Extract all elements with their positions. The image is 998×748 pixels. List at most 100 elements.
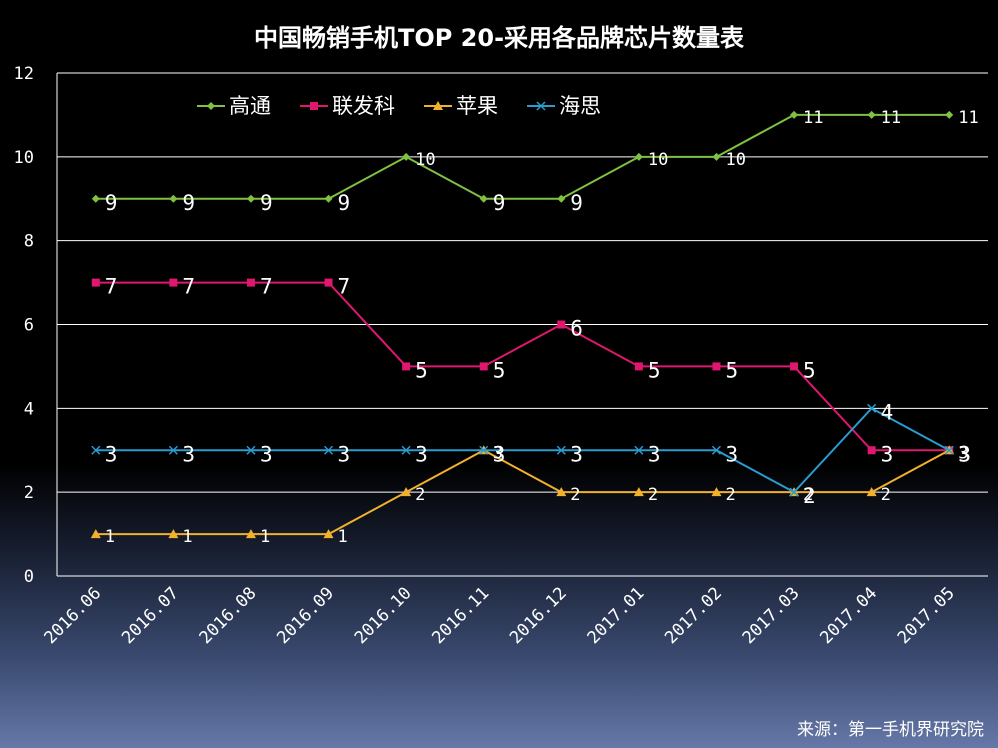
data-label: 9	[260, 191, 273, 215]
data-label: 11	[881, 108, 901, 128]
data-point	[945, 110, 954, 119]
data-label: 3	[415, 442, 428, 466]
data-label: 2	[415, 485, 425, 505]
y-tick-label: 2	[24, 483, 34, 503]
data-label: 7	[338, 275, 351, 299]
data-point	[246, 445, 256, 455]
data-label: 3	[493, 442, 506, 466]
data-point	[310, 102, 318, 110]
data-label: 9	[105, 191, 118, 215]
data-label: 3	[958, 443, 968, 463]
data-point	[712, 152, 721, 161]
data-label: 3	[648, 442, 661, 466]
data-label: 2	[803, 485, 813, 505]
data-label: 3	[493, 443, 503, 463]
data-point	[168, 445, 178, 455]
legend-item: 苹果	[424, 94, 498, 118]
data-point	[479, 362, 488, 371]
x-tick-label: 2017.05	[894, 583, 959, 648]
legend-item: 高通	[197, 94, 271, 118]
data-point	[245, 529, 256, 539]
series-line	[95, 407, 950, 494]
legend-label: 海思	[559, 94, 601, 118]
data-label: 2	[725, 485, 735, 505]
data-label: 3	[338, 442, 351, 466]
y-tick-label: 12	[14, 64, 34, 84]
data-point	[711, 445, 721, 455]
y-tick-label: 8	[24, 232, 34, 252]
data-point	[207, 102, 215, 110]
legend-item: 海思	[527, 94, 601, 118]
legend-label: 苹果	[456, 94, 498, 118]
chart-title: 中国畅销手机TOP 20-采用各品牌芯片数量表	[254, 24, 745, 52]
data-point	[401, 445, 411, 455]
data-label: 10	[415, 150, 435, 170]
legend-item: 联发科	[300, 94, 395, 118]
data-label: 6	[570, 317, 583, 341]
data-point	[401, 487, 412, 497]
data-point	[944, 445, 954, 455]
data-point	[556, 445, 566, 455]
data-label: 1	[260, 527, 270, 547]
data-point	[479, 194, 488, 203]
data-point	[867, 403, 877, 413]
data-label: 9	[493, 191, 506, 215]
data-label: 1	[105, 527, 115, 547]
data-point	[867, 446, 876, 455]
data-point	[634, 152, 643, 161]
data-label: 2	[803, 484, 816, 508]
x-tick-label: 2017.04	[816, 583, 881, 648]
data-point	[634, 362, 643, 371]
data-point	[479, 445, 489, 455]
data-label: 3	[958, 442, 971, 466]
data-label: 5	[493, 358, 506, 382]
data-label: 2	[881, 485, 891, 505]
data-label: 9	[570, 191, 583, 215]
data-point	[91, 278, 100, 287]
data-point	[633, 487, 644, 497]
data-point	[169, 194, 178, 203]
data-label: 3	[260, 442, 273, 466]
data-label: 3	[105, 442, 118, 466]
data-label: 11	[803, 108, 823, 128]
data-point	[168, 529, 179, 539]
data-point	[556, 487, 567, 497]
legend-label: 高通	[229, 94, 271, 118]
data-point	[324, 445, 334, 455]
x-tick-label: 2016.10	[351, 583, 416, 648]
data-label: 3	[725, 442, 738, 466]
data-label: 2	[648, 485, 658, 505]
data-point	[402, 152, 411, 161]
data-label: 1	[338, 527, 348, 547]
data-label: 5	[648, 358, 661, 382]
series-1	[91, 110, 954, 203]
data-point	[402, 362, 411, 371]
data-label: 9	[338, 191, 351, 215]
y-tick-label: 10	[14, 148, 34, 168]
data-label: 10	[725, 150, 745, 170]
data-label: 9	[182, 191, 195, 215]
series-line	[95, 113, 950, 200]
x-tick-label: 2017.01	[584, 583, 649, 648]
data-point	[789, 487, 799, 497]
data-label: 3	[881, 442, 894, 466]
data-point	[246, 194, 255, 203]
data-point	[433, 101, 443, 110]
data-label: 3	[570, 442, 583, 466]
data-point	[711, 487, 722, 497]
x-tick-label: 2017.03	[739, 583, 804, 648]
x-tick-label: 2016.12	[506, 583, 571, 648]
data-label: 4	[881, 400, 894, 424]
y-tick-label: 0	[24, 567, 34, 587]
data-label: 5	[803, 358, 816, 382]
x-tick-label: 2016.11	[428, 583, 493, 648]
data-point	[790, 110, 799, 119]
data-point	[557, 194, 566, 203]
legend-label: 联发科	[332, 94, 395, 118]
data-label: 5	[415, 358, 428, 382]
data-point	[866, 487, 877, 497]
legend: 高通 联发科 苹果 海思	[197, 94, 601, 118]
data-point	[634, 445, 644, 455]
